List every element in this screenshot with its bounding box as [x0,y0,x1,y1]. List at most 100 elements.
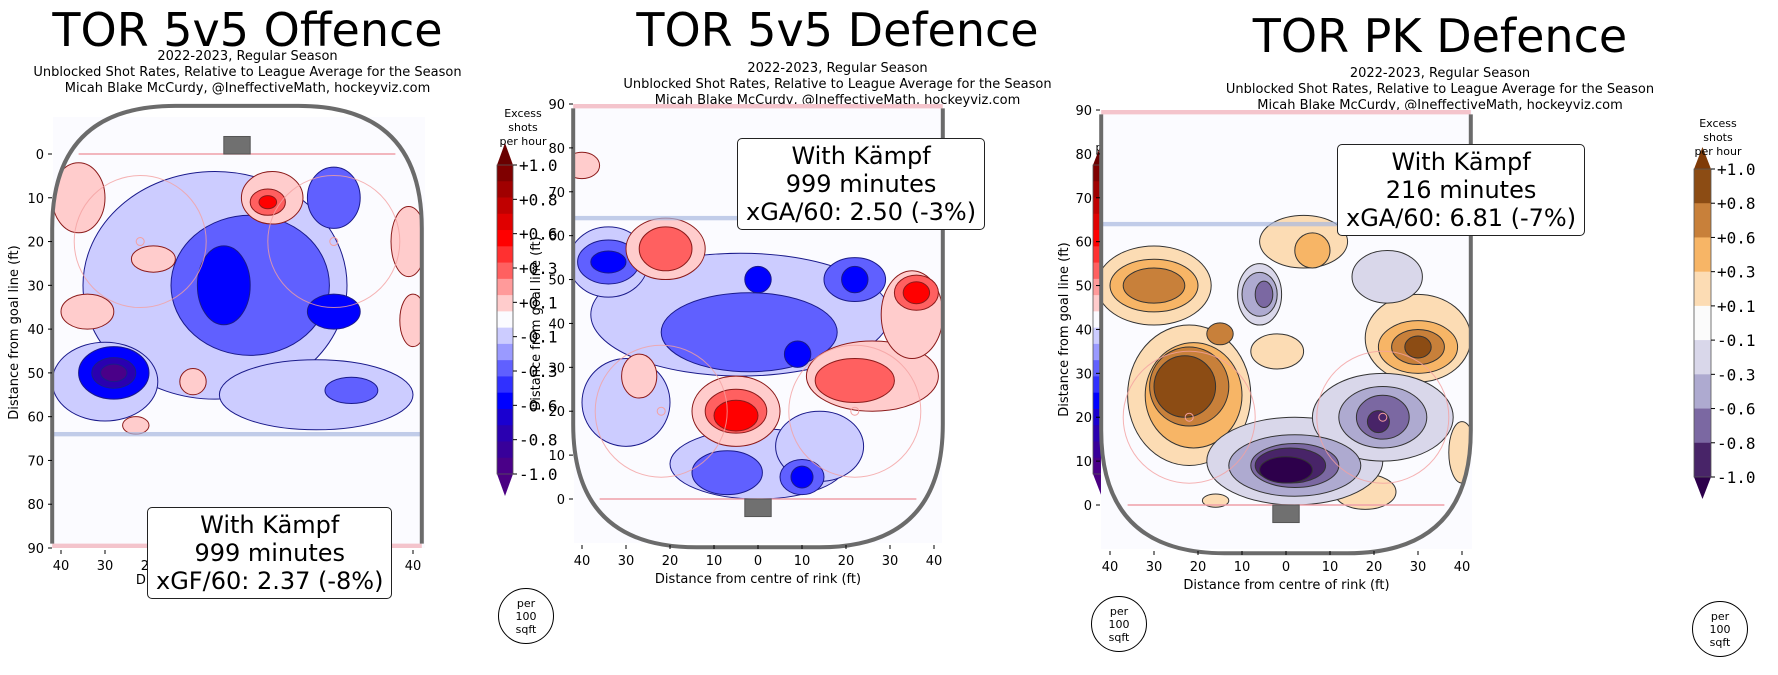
colorbar-title-line: per hour [499,135,547,148]
info-minutes: 999 minutes [194,539,346,567]
contour-region [1250,333,1305,370]
contour-region [196,245,251,326]
colorbar-segment [497,360,513,377]
y-tick-label: 20 [27,236,44,251]
colorbar-segment [497,425,513,442]
x-tick-label: 30 [97,559,114,574]
x-tick-label: 0 [1282,560,1290,575]
x-tick-label: 30 [1410,560,1427,575]
y-tick-label: 80 [548,142,565,157]
colorbar-tick-label: -0.6 [1717,400,1756,419]
colorbar-outline [1693,168,1712,478]
colorbar-tick-label: -0.3 [1717,365,1756,384]
colorbar-title-line: shots [1703,131,1733,144]
unit-badge: per 100 sqft [1692,601,1748,657]
y-axis-label: Distance from goal line (ft) [529,236,544,410]
contour-region [1206,322,1234,346]
colorbar-tick-label: +0.3 [1717,263,1756,282]
y-tick-label: 70 [1075,192,1092,207]
colorbar-under-arrow [1694,477,1711,499]
shot-heatmap-offence: 010203040506070809040302010010203040Dist… [7,103,558,588]
chart-title: TOR 5v5 Offence [52,3,443,57]
contour-region [100,363,128,383]
contour-region [713,399,759,432]
info-box: With Kämpf 216 minutes xGA/60: 6.81 (-7%… [1337,144,1586,236]
contour-region [218,359,414,431]
contour-region [590,250,627,274]
y-tick-label: 60 [1075,236,1092,251]
contour-region [814,358,895,403]
faceoff-circle [1316,350,1450,484]
colorbar-title-line: per hour [1694,145,1742,158]
colorbar-segment [497,278,513,296]
panel-defence: TOR 5v5 Defence 2022-2023, Regular Seaso… [529,4,1155,652]
colorbar-title-line: shots [508,121,538,134]
y-tick-label: 50 [548,274,565,289]
contour-region [1153,355,1217,418]
contour-region [790,465,814,489]
colorbar-tick-label: -0.3 [519,362,558,381]
info-xg: xGF/60: 2.37 (-8%) [156,567,384,595]
info-xg: xGA/60: 6.81 (-7%) [1346,204,1577,232]
colorbar-title: Excess shots per hour [488,107,558,149]
unit-line: per [1109,604,1129,618]
blue-line [52,431,422,437]
y-tick-label: 40 [548,317,565,332]
y-tick-label: 60 [27,411,44,426]
info-xg: xGA/60: 2.50 (-3%) [746,198,977,226]
colorbar-segment [1694,340,1711,375]
y-tick-label: 90 [1075,104,1092,119]
colorbar-segment [497,457,513,475]
colorbar-segment [497,376,513,394]
y-tick-label: 90 [27,542,44,557]
x-tick-label: 10 [794,554,811,569]
unit-line: 100 [1709,622,1731,636]
contour-region [1122,267,1186,304]
contour-region [1351,249,1423,304]
colorbar-tick-label: +0.8 [1717,194,1756,213]
subtitle-line: Unblocked Shot Rates, Relative to League… [33,65,462,80]
centre-red-line [573,104,943,109]
colorbar-tick-label: -0.6 [519,396,558,415]
info-player: With Kämpf [1391,148,1531,176]
y-tick-label: 70 [548,186,565,201]
contour-region [1254,280,1274,309]
contour-region [902,281,931,305]
faceoff-dot [135,237,145,247]
heatmap-regions [52,162,422,435]
y-tick-label: 0 [1084,499,1092,514]
faceoff-circle [73,175,207,309]
unit-line: sqft [515,622,537,636]
blue-line [1101,221,1471,227]
y-tick-label: 20 [1075,411,1092,426]
contour-region [52,162,106,234]
y-tick-label: 20 [548,405,565,420]
y-tick-label: 10 [1075,455,1092,470]
colorbar-tick-label: -0.1 [1717,331,1756,350]
unit-line: sqft [1108,630,1130,644]
colorbar-segment [1694,408,1711,444]
colorbar-segment [1694,237,1711,273]
x-tick-label: 20 [1366,560,1383,575]
colorbar-segment [497,165,513,182]
contour-region [390,206,422,278]
colorbar-over-arrow [497,143,513,165]
unit-badge: per 100 sqft [1091,596,1147,652]
colorbar-segment [497,213,513,231]
colorbar-tick-label: -0.1 [519,328,558,347]
x-tick-label: 40 [926,554,943,569]
contour-region [783,340,812,368]
faceoff-circle [267,175,401,309]
colorbar-segment [497,230,513,247]
x-tick-label: 40 [405,559,422,574]
colorbar-segment [1694,169,1711,204]
contour-region [179,368,207,396]
colorbar-segment [497,262,513,280]
contour-region [306,293,361,330]
goal-net [744,498,772,518]
faceoff-dot [656,406,666,416]
contour-region [621,353,658,399]
colorbar-segment [1694,442,1711,478]
colorbar-segment [497,311,513,329]
